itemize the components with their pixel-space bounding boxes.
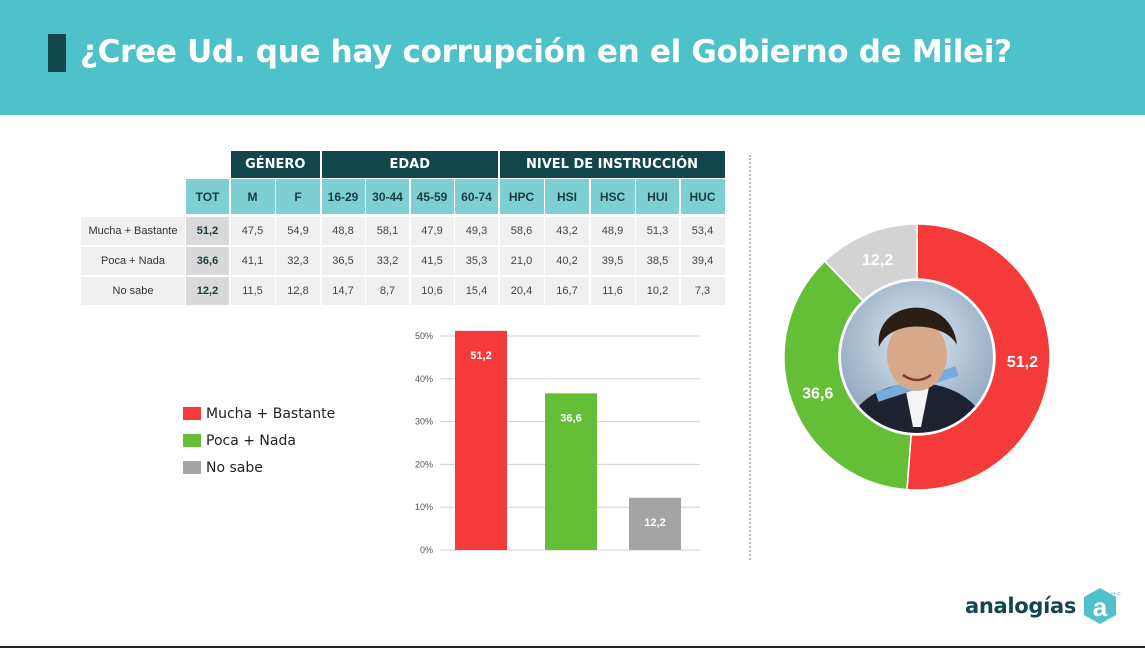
row-label: No sabe: [81, 277, 185, 305]
svg-text:a: a: [1093, 592, 1108, 622]
table-cell: 51,3: [636, 217, 679, 245]
table-cell: 48,9: [590, 217, 635, 245]
table-cell: 10,2: [636, 277, 679, 305]
column-header: F: [276, 179, 320, 214]
table-cell: 43,2: [545, 217, 589, 245]
legend-swatch: [183, 407, 201, 420]
column-header: TOT: [186, 179, 229, 214]
table-cell: 53,4: [680, 217, 725, 245]
bar-chart: 0% 10% 20% 30% 40% 50% 51,2 36,6 12,2: [415, 330, 700, 555]
table-cell: 47,9: [410, 217, 454, 245]
table-cell: 49,3: [455, 217, 498, 245]
bar: [455, 330, 507, 550]
title-accent-bar: [48, 34, 66, 72]
y-tick-label: 30%: [415, 417, 433, 427]
column-header: 16-29: [321, 179, 365, 214]
crosstab-table: GÉNERO EDAD NIVEL DE INSTRUCCIÓN TOT M F 16-29…: [81, 151, 726, 307]
table-cell: 32,3: [276, 247, 320, 275]
legend-label: Poca + Nada: [206, 432, 296, 449]
table-cell: 54,9: [276, 217, 320, 245]
table-cell: 40,2: [545, 247, 589, 275]
table-cell: 11,6: [590, 277, 635, 305]
analogias-logo: analogías a i+<: [965, 586, 1124, 626]
table-cell: 36,5: [321, 247, 365, 275]
donut-slice: [823, 223, 918, 302]
column-header: HSI: [545, 179, 589, 214]
table-cell: 39,5: [590, 247, 635, 275]
column-header: HUI: [636, 179, 679, 214]
table-cell: 58,1: [366, 217, 409, 245]
bar-value-label: 36,6: [560, 412, 581, 424]
bar-value-label: 12,2: [644, 517, 665, 529]
donut-chart: 51,2 36,6 12,2: [783, 223, 1051, 491]
legend-label: No sabe: [206, 459, 263, 476]
column-header: HPC: [499, 179, 544, 214]
table-cell: 41,5: [410, 247, 454, 275]
table-cell: 41,1: [230, 247, 275, 275]
legend-item-poca-nada: Poca + Nada: [183, 427, 335, 454]
bottom-border: [0, 646, 1145, 648]
column-header: 60-74: [455, 179, 498, 214]
table-cell: 7,3: [680, 277, 725, 305]
y-tick-label: 50%: [415, 331, 433, 341]
row-label: Mucha + Bastante: [81, 217, 185, 245]
table-cell: 33,2: [366, 247, 409, 275]
y-tick-label: 40%: [415, 374, 433, 384]
donut-slice: [906, 223, 1051, 491]
bar: [629, 497, 681, 550]
group-header: NIVEL DE INSTRUCCIÓN: [499, 151, 725, 178]
y-tick-label: 0%: [420, 545, 433, 555]
table-cell: 20,4: [499, 277, 544, 305]
table-cell: 21,0: [499, 247, 544, 275]
row-label: Poca + Nada: [81, 247, 185, 275]
legend-item-mucha-bastante: Mucha + Bastante: [183, 400, 335, 427]
column-header: HSC: [590, 179, 635, 214]
legend-swatch: [183, 461, 201, 474]
donut-value-label: 12,2: [862, 252, 893, 269]
table-cell: 47,5: [230, 217, 275, 245]
column-header: 45-59: [410, 179, 454, 214]
group-header: GÉNERO: [230, 151, 320, 178]
dotted-divider: [749, 155, 751, 560]
y-tick-label: 10%: [415, 502, 433, 512]
svg-text:i+<: i+<: [1111, 591, 1121, 598]
legend-label: Mucha + Bastante: [206, 405, 336, 422]
table-cell: 12,8: [276, 277, 320, 305]
donut-slice: [783, 260, 912, 491]
table-cell: 48,8: [321, 217, 365, 245]
logo-wordmark: analogías: [965, 594, 1077, 618]
page-title: ¿Cree Ud. que hay corrupción en el Gobie…: [80, 34, 1012, 70]
table-cell: 36,6: [186, 247, 229, 275]
table-cell: 38,5: [636, 247, 679, 275]
table-cell: 14,7: [321, 277, 365, 305]
column-header: HUC: [680, 179, 725, 214]
table-cell: 15,4: [455, 277, 498, 305]
legend-swatch: [183, 434, 201, 447]
portrait-photo: [841, 281, 993, 433]
bar: [545, 393, 597, 550]
bar-value-label: 51,2: [470, 350, 491, 362]
table-cell: 39,4: [680, 247, 725, 275]
table-cell: 16,7: [545, 277, 589, 305]
table-cell: 35,3: [455, 247, 498, 275]
donut-value-label: 36,6: [802, 386, 833, 403]
group-header: EDAD: [321, 151, 498, 178]
donut-value-label: 51,2: [1007, 354, 1038, 371]
logo-hexagon-icon: a i+<: [1084, 588, 1121, 624]
column-header: M: [230, 179, 275, 214]
y-tick-label: 20%: [415, 459, 433, 469]
column-header: 30-44: [366, 179, 409, 214]
chart-legend: Mucha + Bastante Poca + Nada No sabe: [183, 400, 335, 481]
table-cell: 10,6: [410, 277, 454, 305]
table-cell: 12,2: [186, 277, 229, 305]
title-banner: ¿Cree Ud. que hay corrupción en el Gobie…: [0, 0, 1145, 115]
table-cell: 51,2: [186, 217, 229, 245]
table-cell: 11,5: [230, 277, 275, 305]
table-cell: 58,6: [499, 217, 544, 245]
table-cell: 8,7: [366, 277, 409, 305]
legend-item-no-sabe: No sabe: [183, 454, 335, 481]
